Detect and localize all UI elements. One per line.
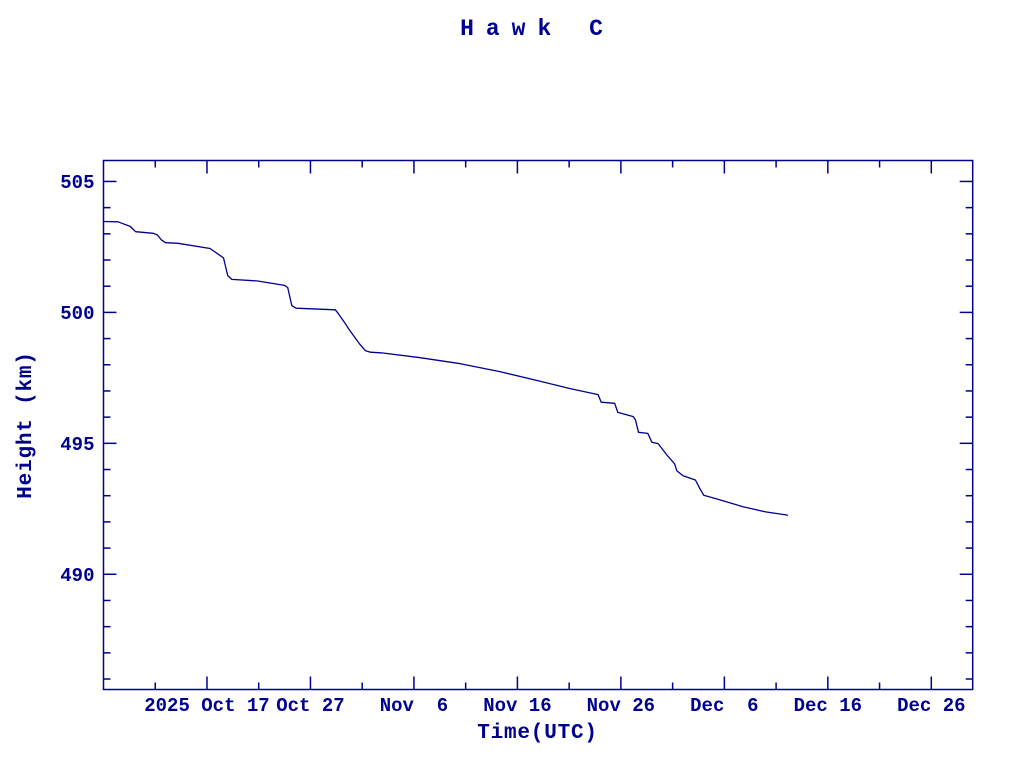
y-tick-label: 500 bbox=[60, 303, 94, 325]
x-axis-title: Time(UTC) bbox=[477, 722, 598, 745]
chart-title: Hawk C bbox=[460, 16, 615, 42]
x-tick-label: 2025 Oct 17 bbox=[144, 695, 269, 717]
y-tick-label: 505 bbox=[60, 172, 94, 194]
plot-border bbox=[102, 159, 974, 691]
x-tick-label: Dec 26 bbox=[897, 695, 965, 717]
y-axis-title: Height (km) bbox=[15, 351, 38, 499]
y-tick-label: 490 bbox=[60, 565, 94, 587]
x-tick-label: Nov 6 bbox=[380, 695, 448, 717]
x-tick-label: Oct 27 bbox=[276, 695, 344, 717]
x-tick-label: Dec 16 bbox=[794, 695, 862, 717]
x-tick-label: Nov 26 bbox=[587, 695, 655, 717]
x-tick-label: Dec 6 bbox=[690, 695, 758, 717]
y-tick-label: 495 bbox=[60, 434, 94, 456]
x-tick-label: Nov 16 bbox=[483, 695, 551, 717]
height-data-line bbox=[102, 220, 789, 516]
